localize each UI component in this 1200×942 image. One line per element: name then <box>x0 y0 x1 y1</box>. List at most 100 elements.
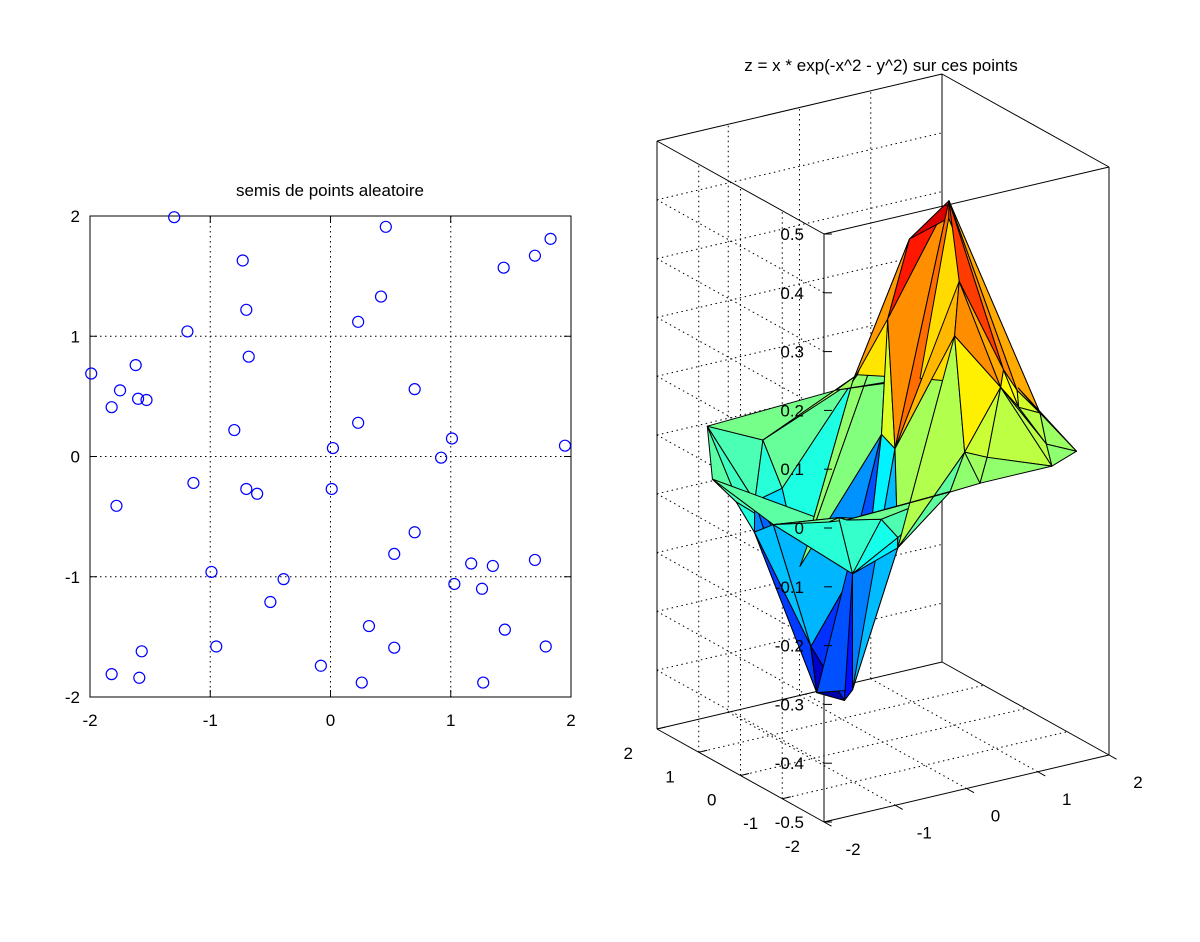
surface-z-tick-label: -0.5 <box>775 813 804 832</box>
scatter-point <box>228 423 241 437</box>
scatter-point <box>240 482 253 496</box>
scatter-point <box>314 659 327 672</box>
surface-y-tick-label: 2 <box>624 744 633 763</box>
surface-box-front <box>656 73 1117 827</box>
surface-grid-line <box>698 684 984 753</box>
surface-y-tick <box>698 749 708 753</box>
scatter-point <box>277 573 290 586</box>
scatter-points <box>85 211 572 689</box>
surface-chart: z = x * exp(-x^2 - y^2) sur ces points 0… <box>624 56 1143 859</box>
surface-z-tick-labels: 0.5 0.4 0.3 0.2 0.1 0 -0.1 -0.2 -0.3 -0.… <box>775 225 804 832</box>
scatter-chart: semis de points aleatoire -2 -1 0 1 2 2 … <box>65 181 576 730</box>
scatter-point <box>168 211 181 224</box>
surface-x-tick-labels: -2 -1 0 1 2 <box>845 773 1142 859</box>
surface-grid-line <box>656 249 943 318</box>
scatter-point <box>135 645 148 658</box>
scatter-point <box>388 547 401 561</box>
scatter-x-tick-label: 1 <box>446 711 455 730</box>
surface-x-tick <box>823 821 832 827</box>
surface-facet <box>979 456 1053 484</box>
surface-z-tick-label: 0.4 <box>780 284 804 303</box>
surface-x-tick <box>1037 771 1046 777</box>
surface-grid-line <box>656 199 825 294</box>
surface-z-tick-label: -0.3 <box>775 695 804 714</box>
scatter-point <box>379 220 392 233</box>
scatter-point <box>352 416 365 429</box>
scatter-point <box>558 439 572 452</box>
surface-mesh <box>706 200 1078 701</box>
surface-box-edge <box>941 73 1110 168</box>
surface-grid-line <box>656 669 825 764</box>
surface-y-tick-label: -2 <box>785 837 800 856</box>
surface-x-tick-label: 1 <box>1062 790 1071 809</box>
surface-x-tick <box>895 804 904 810</box>
scatter-point <box>105 668 118 681</box>
scatter-point <box>140 393 153 407</box>
scatter-point <box>110 499 123 512</box>
scatter-point <box>486 559 499 573</box>
scatter-x-tick-label: -2 <box>82 711 97 730</box>
scatter-x-tick-label: 2 <box>566 711 575 730</box>
surface-y-tick <box>740 773 750 776</box>
surface-z-tick-label: 0.5 <box>780 225 804 244</box>
surface-grid-line <box>799 695 967 789</box>
surface-y-tick-label: 1 <box>665 767 674 786</box>
surface-box-edge <box>656 140 825 235</box>
scatter-point <box>264 595 277 609</box>
scatter-title: semis de points aleatoire <box>236 181 424 200</box>
scatter-point <box>388 641 401 654</box>
surface-grid-line <box>656 610 825 705</box>
scatter-point <box>242 350 255 363</box>
surface-z-tick-label: 0.1 <box>780 460 804 479</box>
scatter-point <box>210 640 223 653</box>
scatter-grid <box>90 216 571 697</box>
surface-y-tick-labels: -2 -1 0 1 2 <box>624 744 800 856</box>
surface-x-tick-label: 2 <box>1133 773 1142 792</box>
surface-z-tick-label: -0.1 <box>775 578 804 597</box>
scatter-point <box>528 553 542 567</box>
surface-grid-line <box>870 678 1038 773</box>
surface-grid-line <box>656 316 825 411</box>
surface-box-edge <box>941 661 1110 756</box>
scatter-point <box>105 401 118 414</box>
scatter-point <box>448 577 461 591</box>
scatter-point <box>477 676 490 689</box>
scatter-point <box>133 671 146 684</box>
surface-z-tick-label: 0.3 <box>780 343 804 362</box>
surface-z-tick-label: 0 <box>795 519 804 538</box>
scatter-point <box>445 432 459 445</box>
surface-grid-line <box>782 731 1068 800</box>
surface-facet <box>1045 443 1078 467</box>
scatter-point <box>181 325 194 338</box>
scatter-y-tick-label: 1 <box>71 327 80 346</box>
surface-box-edge <box>656 73 943 142</box>
scatter-y-tick-label: -2 <box>65 688 80 707</box>
scatter-x-tick-label: 0 <box>326 711 335 730</box>
surface-y-tick <box>656 726 666 730</box>
scatter-point <box>251 487 264 500</box>
scatter-point <box>326 441 340 455</box>
surface-box-edge <box>823 166 1110 235</box>
scatter-point <box>465 557 478 570</box>
scatter-point <box>129 359 142 372</box>
scatter-point <box>132 392 145 405</box>
scatter-point <box>435 451 448 464</box>
surface-x-tick-label: -1 <box>917 823 932 842</box>
scatter-point <box>187 476 200 490</box>
scatter-point <box>497 261 510 274</box>
surface-y-tick-label: -1 <box>743 814 758 833</box>
surface-z-tick-label: -0.4 <box>775 754 804 773</box>
surface-z-tick-label: -0.2 <box>775 637 804 656</box>
scatter-point <box>498 623 511 636</box>
surface-y-tick <box>782 796 791 800</box>
surface-grid-line <box>656 308 943 377</box>
scatter-x-tick-labels: -2 -1 0 1 2 <box>82 711 575 730</box>
scatter-point <box>355 676 368 689</box>
scatter-y-tick-labels: 2 1 0 -1 -2 <box>65 207 80 707</box>
scatter-point <box>352 315 365 328</box>
surface-y-tick <box>823 819 833 823</box>
surface-grid-line <box>656 132 943 201</box>
scatter-point <box>236 254 249 267</box>
scatter-point <box>528 249 542 262</box>
